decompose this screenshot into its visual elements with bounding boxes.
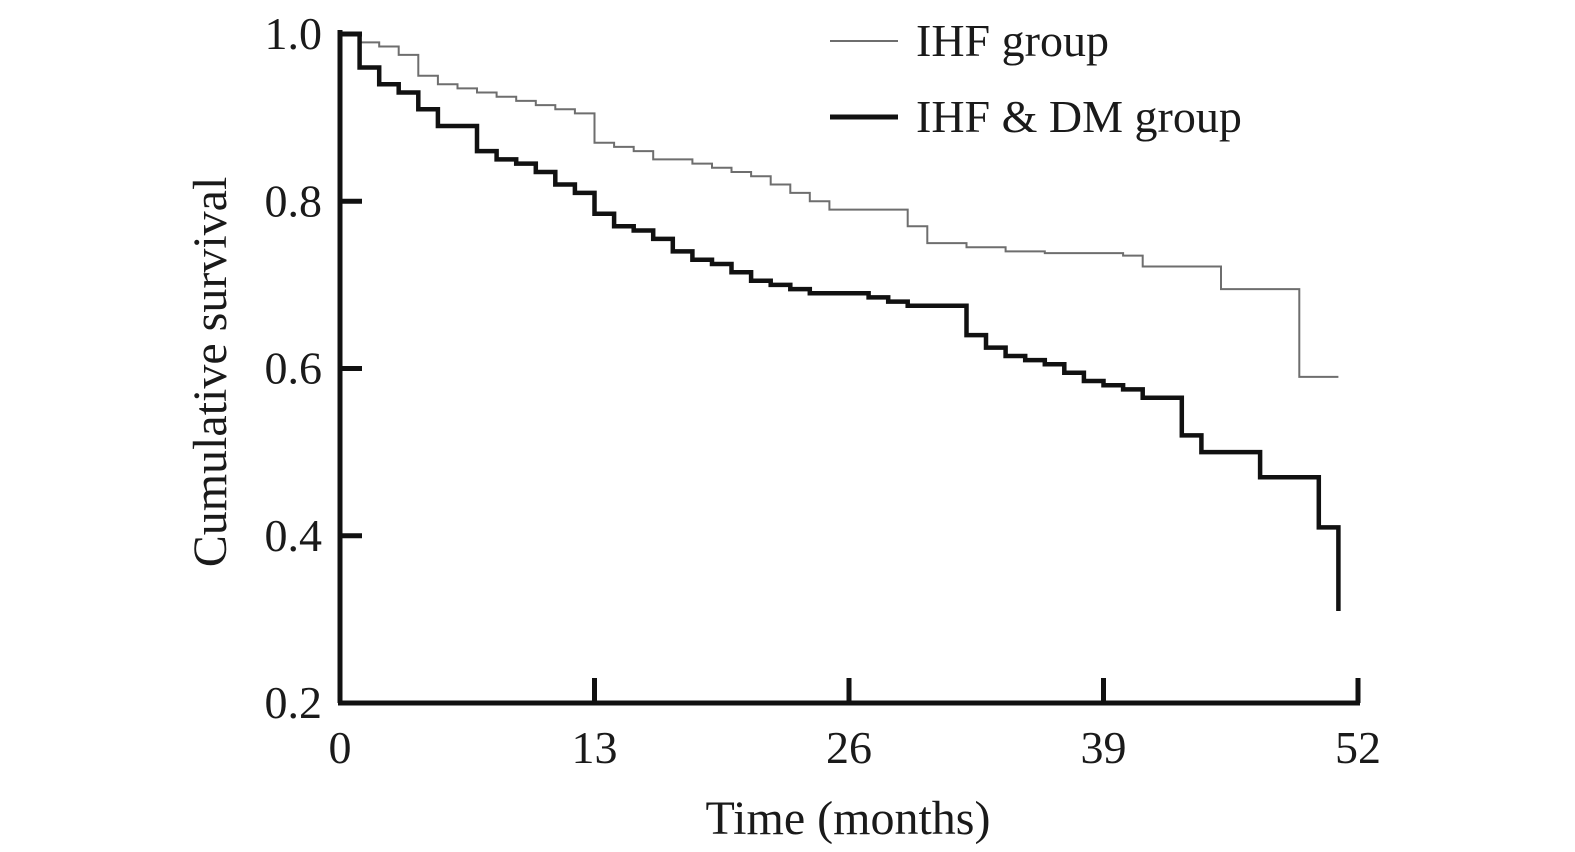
x-axis-title: Time (months) bbox=[706, 792, 991, 845]
legend-label-ihf: IHF group bbox=[916, 15, 1109, 66]
x-tick-label: 0 bbox=[329, 722, 352, 773]
legend-label-ihf-dm: IHF & DM group bbox=[916, 91, 1242, 142]
ticks-layer: 0.2 0.4 0.6 0.8 1.0 0 13 26 39 52 bbox=[265, 8, 1382, 773]
y-tick-label: 0.4 bbox=[265, 510, 323, 561]
x-tick-label: 26 bbox=[826, 722, 872, 773]
series-line-ihf-dm bbox=[340, 31, 1341, 611]
y-tick-label: 0.8 bbox=[265, 175, 323, 226]
y-tick-label: 0.2 bbox=[265, 677, 323, 728]
y-tick-label: 0.6 bbox=[265, 343, 323, 394]
y-axis-title: Cumulative survival bbox=[184, 177, 237, 568]
x-tick-label: 13 bbox=[572, 722, 618, 773]
x-tick-label: 39 bbox=[1081, 722, 1127, 773]
y-tick-label: 1.0 bbox=[265, 8, 323, 59]
series-layer bbox=[340, 31, 1341, 611]
legend: IHF group IHF & DM group bbox=[830, 15, 1242, 142]
series-line-ihf bbox=[340, 33, 1339, 378]
x-tick-label: 52 bbox=[1335, 722, 1381, 773]
